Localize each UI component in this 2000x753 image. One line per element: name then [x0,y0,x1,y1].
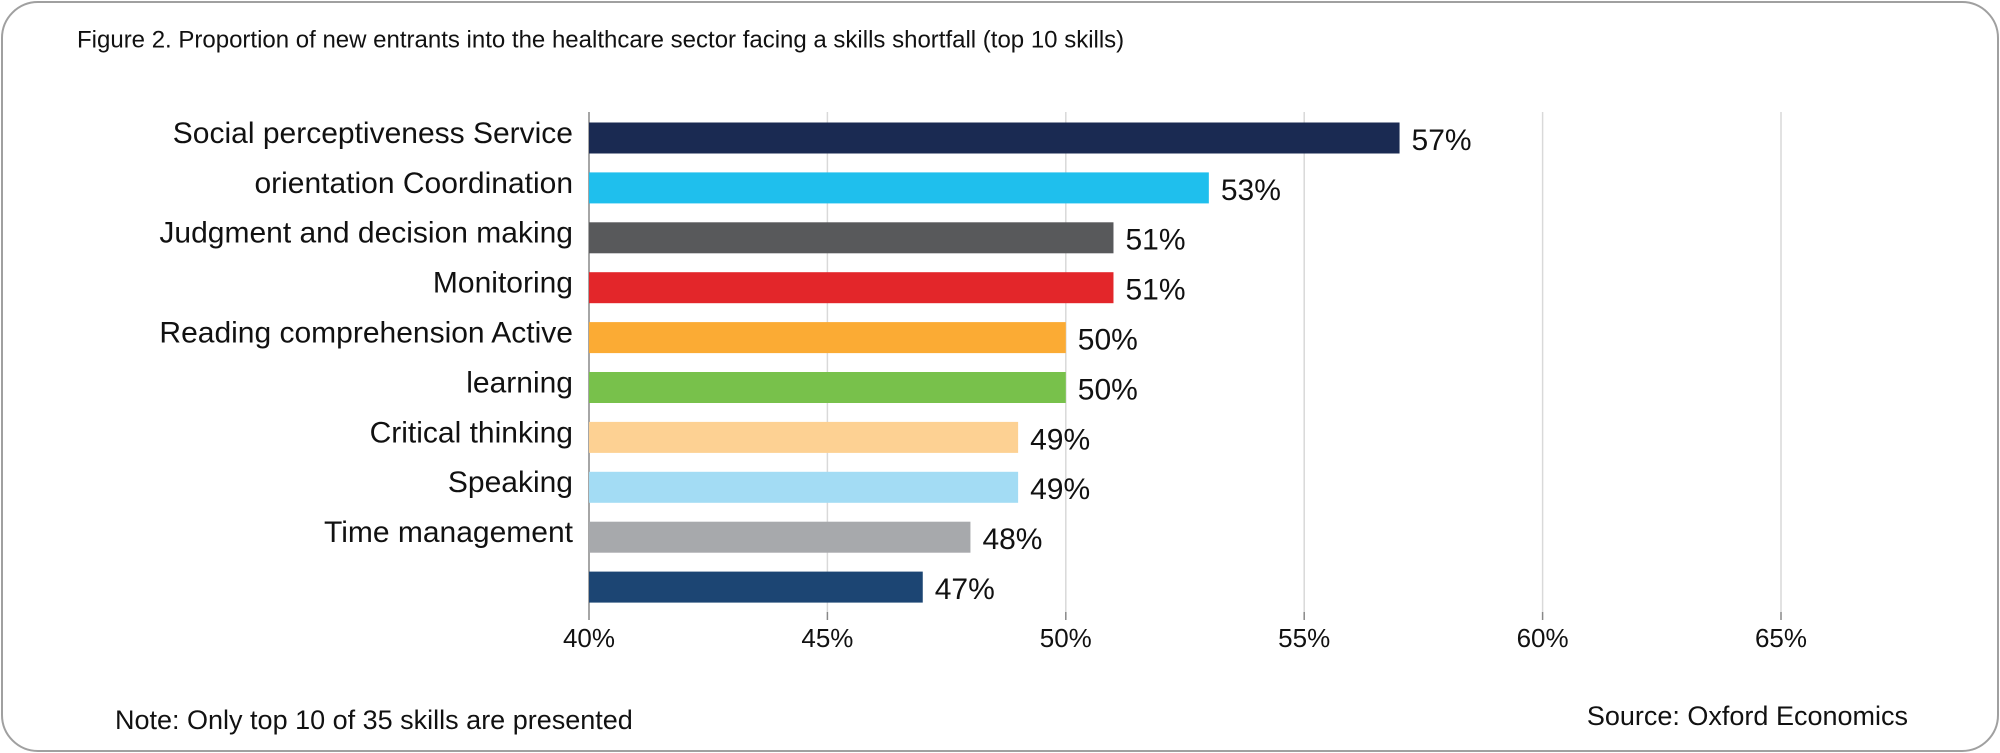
bar [589,521,971,553]
value-label: 51% [1125,274,1185,307]
category-label: Social perceptiveness Service [173,117,573,150]
bar [589,322,1066,354]
x-tick-label: 55% [1278,623,1330,653]
value-label: 47% [935,573,995,606]
bar [589,172,1209,204]
source: Source: Oxford Economics [1587,701,1908,731]
bar [589,421,1019,453]
note: Note: Only top 10 of 35 skills are prese… [115,705,633,735]
value-label: 51% [1125,224,1185,257]
category-label: orientation Coordination [254,167,573,200]
value-label: 50% [1078,324,1138,357]
chart-title: Figure 2. Proportion of new entrants int… [77,26,1124,53]
category-label: Time management [324,516,574,549]
value-label: 49% [1030,473,1090,506]
value-label: 53% [1221,174,1281,207]
x-tick-label: 65% [1755,623,1807,653]
category-label: Critical thinking [370,416,573,449]
value-label: 50% [1078,373,1138,406]
value-label: 49% [1030,423,1090,456]
category-label: Monitoring [433,267,573,300]
category-label: Speaking [448,466,573,499]
bar [589,222,1114,254]
category-label: Reading comprehension Active [159,317,573,350]
value-label: 48% [982,523,1042,556]
bar [589,372,1066,403]
x-tick-label: 60% [1517,623,1569,653]
x-tick-label: 40% [563,623,615,653]
category-label: learning [466,366,573,399]
x-tick-label: 45% [801,623,853,653]
x-tick-label: 50% [1040,623,1092,653]
bar [589,571,923,603]
value-label: 57% [1412,124,1472,157]
bar [589,272,1114,304]
category-label: Judgment and decision making [159,217,573,250]
bar [589,122,1400,154]
bar [589,471,1019,503]
